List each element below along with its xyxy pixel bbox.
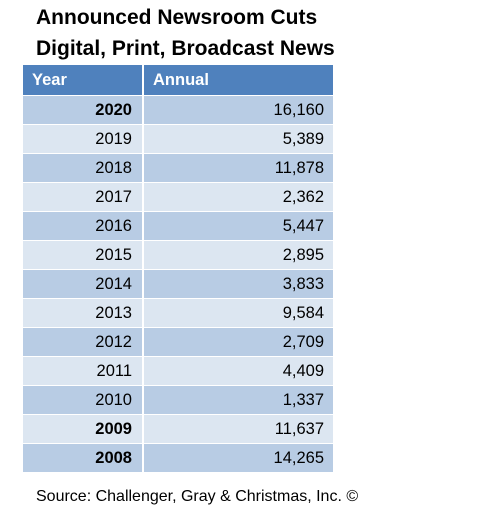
table-row: 2015 2,895 [23,240,333,270]
chart-title: Announced Newsroom Cuts [36,6,318,29]
cell-year: 2019 [23,124,143,154]
table-row: 2008 14,265 [23,443,333,473]
cell-year: 2016 [23,211,143,241]
table-row: 2014 3,833 [23,269,333,299]
cell-annual: 1,337 [142,385,333,415]
cell-year: 2009 [23,414,143,444]
cell-annual: 4,409 [142,356,333,386]
cell-annual: 3,833 [142,269,333,299]
cell-annual: 2,895 [142,240,333,270]
cell-year: 2013 [23,298,143,328]
chart-subtitle: Digital, Print, Broadcast News [36,37,335,60]
table-body: 2020 16,160 2019 5,389 2018 11,878 2017 2,362 20… [23,95,333,473]
cell-year: 2018 [23,153,143,183]
cell-year: 2011 [23,356,143,386]
cell-year: 2012 [23,327,143,357]
cell-annual: 5,447 [142,211,333,241]
table-header-row: Year Annual [23,65,333,96]
cell-annual: 5,389 [142,124,333,154]
cell-year: 2010 [23,385,143,415]
cell-annual: 11,878 [142,153,333,183]
column-header-annual: Annual [142,65,333,96]
table-row: 2012 2,709 [23,327,333,357]
cell-annual: 16,160 [142,95,333,125]
table-row: 2017 2,362 [23,182,333,212]
cell-year: 2020 [23,95,143,125]
cell-year: 2017 [23,182,143,212]
source-note: Source: Challenger, Gray & Christmas, In… [36,488,359,505]
table-row: 2019 5,389 [23,124,333,154]
table-row: 2010 1,337 [23,385,333,415]
cell-annual: 2,709 [142,327,333,357]
table-row: 2009 11,637 [23,414,333,444]
table-row: 2016 5,447 [23,211,333,241]
cell-year: 2014 [23,269,143,299]
cell-year: 2008 [23,443,143,473]
cell-annual: 9,584 [142,298,333,328]
cell-annual: 2,362 [142,182,333,212]
cell-year: 2015 [23,240,143,270]
data-table: Year Annual 2020 16,160 2019 5,389 2018 11,87… [23,65,333,473]
table-row: 2018 11,878 [23,153,333,183]
table-row: 2020 16,160 [23,95,333,125]
table-row: 2013 9,584 [23,298,333,328]
cell-annual: 14,265 [142,443,333,473]
column-header-year: Year [23,65,143,96]
cell-annual: 11,637 [142,414,333,444]
table-row: 2011 4,409 [23,356,333,386]
